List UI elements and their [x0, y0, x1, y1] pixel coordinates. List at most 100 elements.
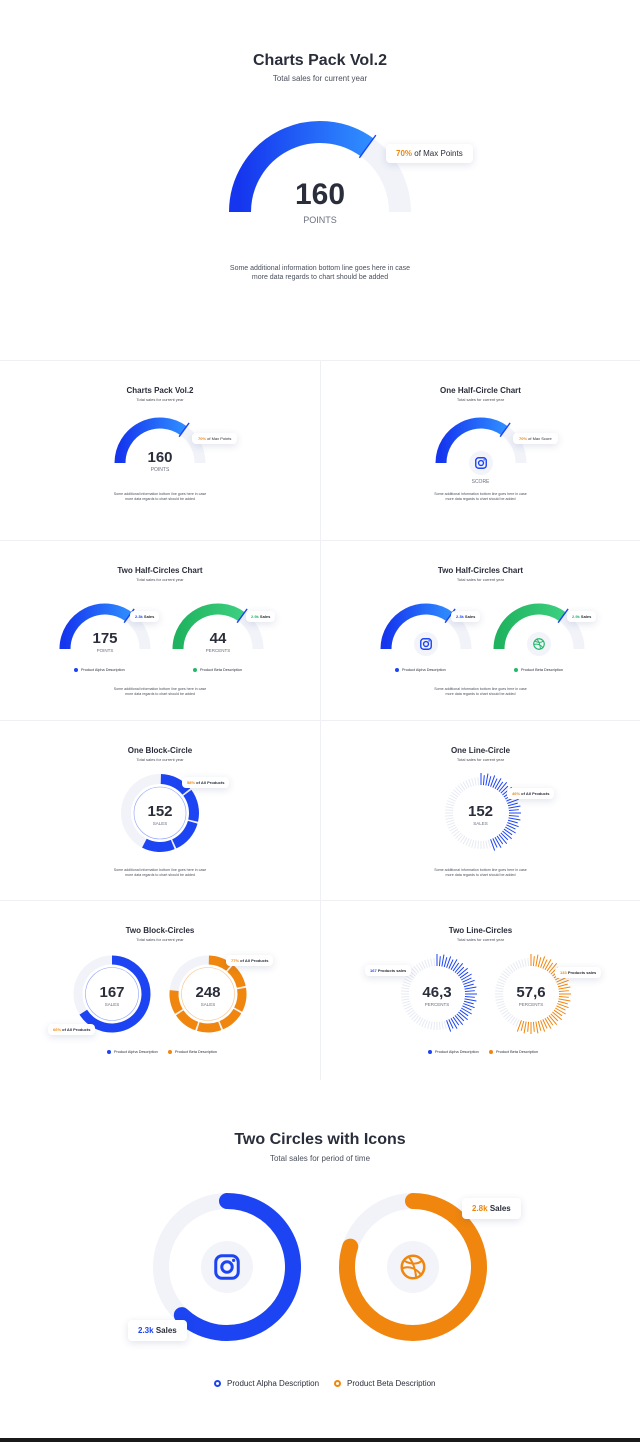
legend-beta: Product Beta Description [334, 1379, 436, 1388]
tick-inactive [441, 1021, 444, 1030]
block-segment [219, 1008, 242, 1030]
block-segment [197, 1021, 222, 1033]
instagram-icon [475, 457, 487, 469]
tick-inactive [501, 1009, 509, 1016]
tick-inactive [505, 1013, 512, 1020]
unit-alpha: SALES [104, 1002, 120, 1007]
legend-dot [214, 1380, 221, 1388]
hero-value: 160 [294, 178, 346, 211]
tooltip-num: 2.9k [572, 614, 580, 619]
hero-tooltip: 70% of Max Points [386, 144, 473, 163]
tooltip-text: Sales [464, 614, 476, 619]
unit-beta: PERCENTS [205, 648, 231, 653]
tooltip-pct: 77% [231, 958, 240, 963]
tick-inactive [415, 1016, 422, 1024]
legend-label: Product Alpha Description [227, 1379, 320, 1388]
tick-active [537, 957, 542, 968]
block-inner-ring [133, 786, 187, 840]
tick-inactive [501, 972, 509, 979]
panel-gauge [114, 417, 206, 464]
panel-note: Some additional information bottom line … [321, 492, 640, 502]
legend-beta: Product Beta Description [514, 668, 563, 672]
tick-active [438, 956, 441, 967]
tick-active [554, 1007, 566, 1015]
tick-inactive [411, 968, 418, 975]
unit-alpha: PERCENTS [424, 1002, 450, 1007]
tooltip-beta: 133 Products sales [555, 967, 602, 978]
tick-active [544, 959, 552, 971]
tooltip-pct: 46% [512, 791, 521, 796]
tooltip-beta: 2.8k Sales [462, 1198, 521, 1219]
gauge-beta [493, 603, 585, 650]
tick-inactive [403, 981, 411, 985]
tick-active [503, 828, 513, 836]
tick-active [540, 1020, 546, 1032]
tick-inactive [413, 966, 420, 973]
panel-note: Some additional information bottom line … [0, 492, 320, 502]
tick-active [540, 956, 546, 968]
panel-value: 152 [147, 803, 173, 820]
tick-active [500, 832, 509, 841]
note-line2: more data regards to chart should be add… [125, 872, 195, 877]
note-line1: Some additional information bottom line … [434, 492, 527, 496]
tick-active [498, 782, 508, 792]
tick-inactive [433, 958, 436, 967]
tick-inactive [449, 826, 458, 832]
tick-inactive [512, 962, 518, 971]
tick-inactive [503, 970, 510, 977]
tooltip-alpha: 167 Products sales [365, 965, 412, 976]
tick-active [546, 1016, 554, 1026]
legend-dot [107, 1050, 111, 1054]
tick-active [500, 785, 509, 794]
hero-unit: POINTS [303, 215, 337, 225]
gauge-marker [358, 134, 377, 159]
tick-active [464, 990, 475, 993]
note-line2: more data regards to chart should be add… [445, 496, 516, 501]
tick-active [448, 1019, 454, 1029]
note-line1: Some additional information bottom line … [434, 868, 527, 872]
gauge-value-arc [59, 603, 132, 650]
legend-beta: Product Beta Description [193, 668, 242, 672]
panel-tooltip: 46% of All Products [507, 788, 555, 799]
block-segment [227, 964, 246, 989]
gauge-value-arc [172, 603, 245, 650]
legend-label: Product Beta Description [496, 1050, 538, 1054]
tick-active [462, 1005, 472, 1011]
panel-unit: SALES [473, 821, 488, 826]
tick-active [520, 1020, 525, 1031]
tick-active [508, 809, 519, 812]
tick-inactive [409, 1011, 416, 1018]
tick-inactive [507, 966, 514, 973]
tick-inactive [455, 787, 462, 794]
value-alpha: 175 [92, 630, 118, 647]
legend-alpha: Product Alpha Description [74, 668, 125, 672]
tick-active [450, 959, 458, 971]
tick-active [557, 979, 569, 985]
panel-two-block-circles: Two Block-Circles Total sales for curren… [0, 900, 320, 1080]
panel-title: One Line-Circle [450, 746, 511, 755]
tick-active [556, 977, 566, 983]
tick-inactive [465, 780, 470, 788]
icon-background [387, 1241, 439, 1293]
line-circle-beta [495, 954, 571, 1034]
hero-note: Some additional information bottom line … [0, 264, 640, 283]
tooltip-num: 2.3k [138, 1326, 154, 1335]
tick-inactive [430, 958, 433, 967]
tick-inactive [445, 814, 454, 817]
tooltip-text: Sales [143, 614, 155, 619]
tooltip-text: Sales [489, 1204, 511, 1213]
tick-inactive [402, 984, 411, 988]
legend-dot [489, 1050, 493, 1054]
tick-inactive [503, 1011, 510, 1018]
tick-inactive [474, 840, 477, 849]
note-line1: Some additional information bottom line … [434, 687, 527, 691]
tick-active [463, 1003, 475, 1009]
tick-active [492, 838, 498, 848]
panel-tooltip: 70% of Max Score [513, 433, 558, 444]
tick-active [546, 962, 554, 972]
tick-active [498, 834, 508, 844]
tooltip-num: 167 [370, 968, 377, 973]
panel-gauge [435, 417, 527, 464]
unit-beta: SALES [200, 1002, 216, 1007]
dribbble-icon [400, 1254, 426, 1280]
